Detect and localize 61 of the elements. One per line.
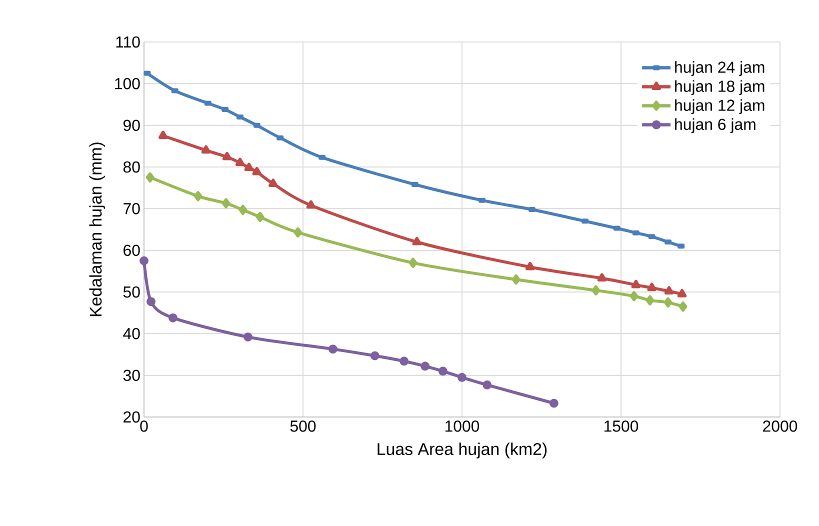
point — [678, 302, 688, 312]
point — [677, 289, 687, 298]
point — [235, 158, 245, 166]
y-tick-label: 60 — [124, 244, 140, 256]
point — [630, 291, 638, 302]
y-tick-label: 100 — [115, 78, 140, 90]
point — [146, 297, 156, 306]
y-tick-label: 40 — [123, 328, 140, 340]
point — [458, 372, 466, 382]
point — [294, 227, 302, 238]
point — [646, 295, 654, 306]
point — [140, 256, 148, 266]
point — [664, 297, 672, 308]
point — [194, 191, 202, 202]
x-tick-label: 1000 — [445, 420, 480, 432]
point — [146, 172, 154, 182]
point — [244, 332, 252, 342]
point — [549, 398, 558, 408]
y-tick-label: 30 — [123, 370, 140, 381]
x-axis-title: Luas Area hujan (km2) — [378, 442, 547, 458]
y-axis-title: Kedalaman hujan (mm) — [89, 142, 106, 316]
y-tick-label: 90 — [124, 120, 140, 131]
point — [400, 356, 409, 366]
point — [525, 262, 535, 270]
y-tick-label: 80 — [123, 161, 140, 173]
point — [306, 200, 316, 209]
point — [252, 166, 262, 176]
point — [222, 198, 230, 208]
point — [647, 282, 656, 292]
point — [482, 380, 492, 390]
point — [238, 204, 248, 215]
y-tick-label: 50 — [123, 286, 140, 298]
point — [408, 258, 418, 268]
x-tick-label: 500 — [290, 420, 316, 432]
point — [597, 273, 607, 282]
point — [168, 313, 178, 322]
point — [592, 285, 600, 296]
point — [158, 130, 168, 140]
point — [438, 366, 448, 376]
point — [201, 145, 211, 154]
point — [664, 286, 674, 294]
legend-label: hujan 24 jam — [675, 61, 764, 76]
point — [328, 344, 338, 354]
y-tick-label: 20 — [124, 411, 140, 423]
point — [420, 362, 430, 371]
x-tick-label: 2000 — [763, 420, 798, 432]
y-tick-label: 110 — [116, 36, 140, 48]
legend-label: hujan 6 jam — [675, 118, 756, 134]
legend-label: hujan 18 jam — [675, 80, 764, 96]
point — [512, 274, 520, 285]
legend-label: hujan 12 jam — [675, 99, 764, 114]
y-tick-label: 70 — [124, 203, 140, 214]
x-tick-label: 1500 — [604, 420, 638, 432]
point — [370, 351, 380, 360]
point — [412, 236, 422, 246]
point — [244, 162, 254, 172]
point — [631, 280, 641, 288]
point — [222, 152, 232, 160]
point — [268, 178, 278, 187]
point — [256, 212, 264, 222]
x-tick-label: 0 — [140, 420, 148, 432]
